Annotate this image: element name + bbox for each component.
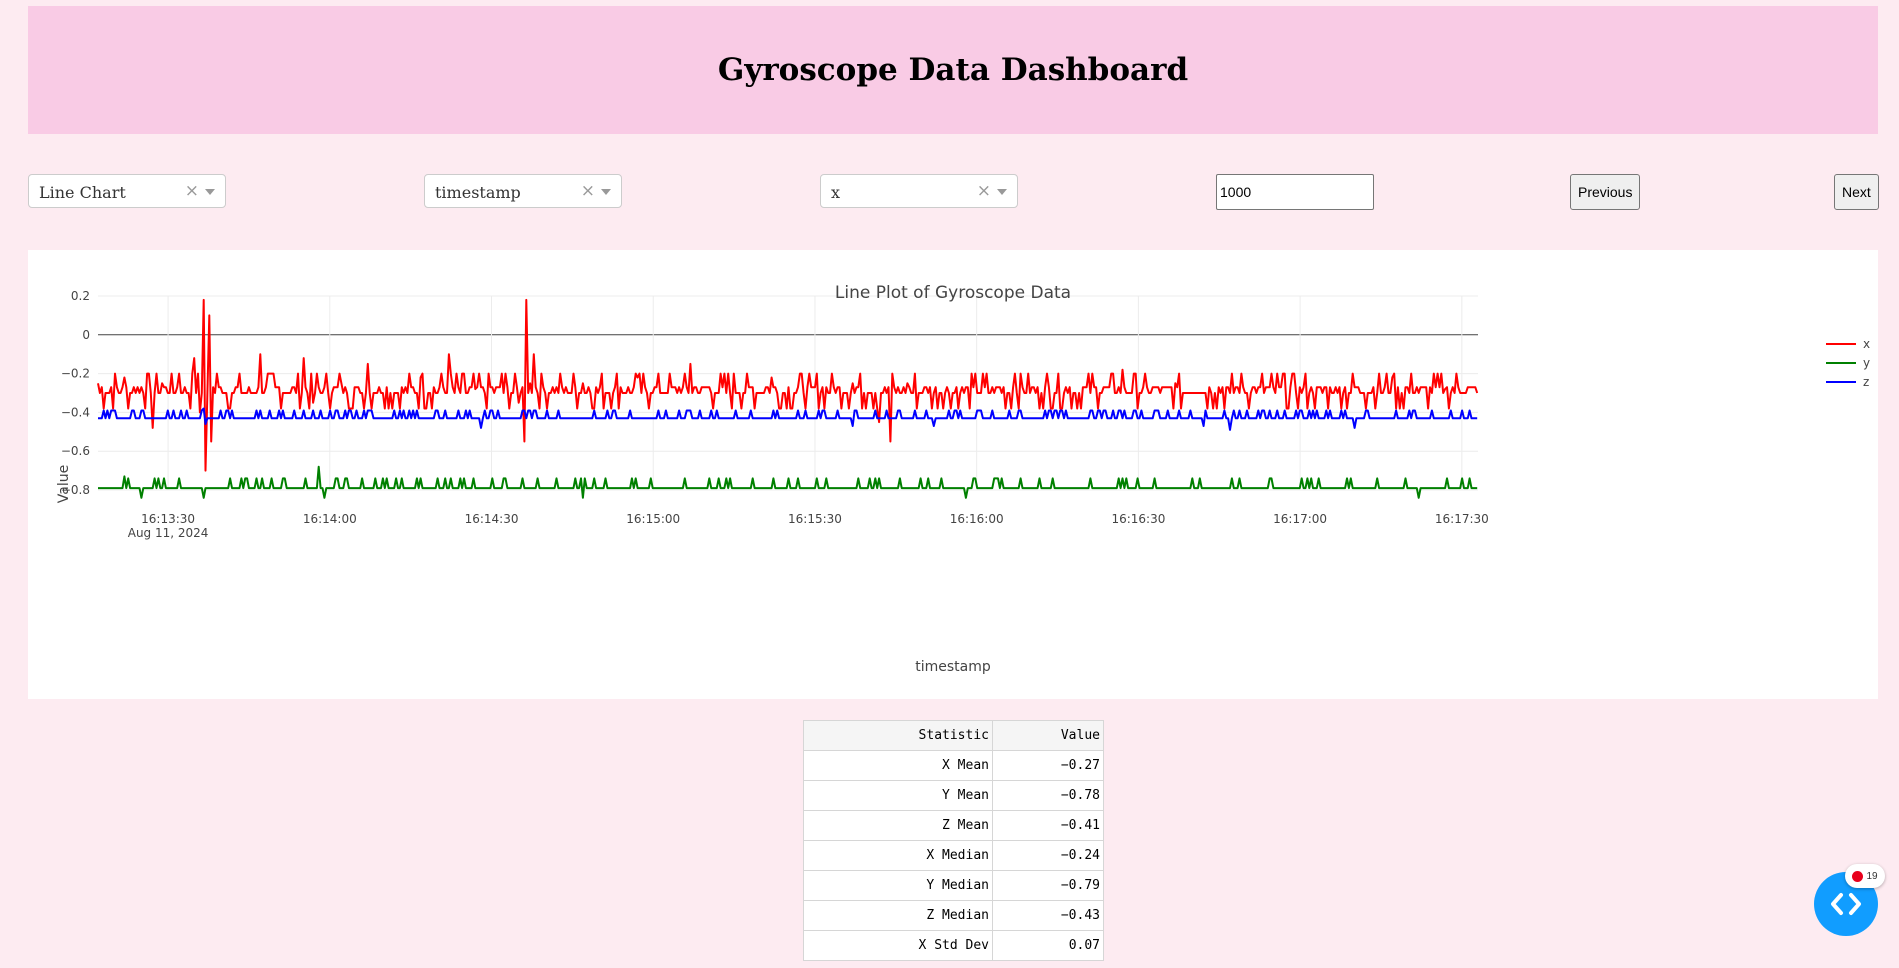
x-axis-value: timestamp xyxy=(435,183,521,202)
x-tick-label: 16:14:30 xyxy=(465,512,519,526)
legend-label-z: z xyxy=(1863,375,1869,389)
x-date-label: Aug 11, 2024 xyxy=(128,526,209,540)
chart-panel: 0.2 0 −0.2 −0.4 −0.6 −0.8 16:13:30 Aug 11, 2024… xyxy=(28,250,1878,699)
stat-value: −0.79 xyxy=(992,870,1104,901)
y-axis-value: x xyxy=(831,183,841,202)
table-row: Y Median −0.79 xyxy=(803,870,1104,901)
table-header-row: Statistic Value xyxy=(803,720,1104,751)
stat-value: −0.27 xyxy=(992,750,1104,781)
y-tick-label: −0.4 xyxy=(61,405,90,419)
series-line-x[interactable] xyxy=(97,298,1479,472)
chart-title: Line Plot of Gyroscope Data xyxy=(835,283,1071,303)
x-tick-label: 16:17:30 xyxy=(1435,512,1489,526)
table-row: Z Median −0.43 xyxy=(803,900,1104,931)
header-banner: Gyroscope Data Dashboard xyxy=(28,6,1878,134)
error-dot-icon xyxy=(1852,870,1864,882)
stat-value: −0.41 xyxy=(992,810,1104,841)
legend[interactable]: xyz xyxy=(1826,337,1870,389)
statistics-table: Statistic Value X Mean −0.27 Y Mean −0.78 … xyxy=(803,720,1104,961)
y-tick-label: −0.2 xyxy=(61,367,90,381)
table-row: Y Mean −0.78 xyxy=(803,780,1104,811)
chevron-down-icon[interactable] xyxy=(601,189,611,195)
previous-button[interactable]: Previous xyxy=(1570,174,1641,210)
chevron-down-icon[interactable] xyxy=(205,189,215,195)
y-tick-label: −0.8 xyxy=(61,483,90,497)
column-header: Value xyxy=(992,720,1104,751)
clear-icon[interactable]: × xyxy=(580,181,595,201)
stat-name: Z Median xyxy=(803,900,993,931)
stat-value: −0.43 xyxy=(992,900,1104,931)
table-row: X Std Dev 0.07 xyxy=(803,930,1104,961)
stat-value: −0.78 xyxy=(992,780,1104,811)
stat-name: Z Mean xyxy=(803,810,993,841)
rows-input[interactable] xyxy=(1216,174,1374,210)
x-tick-label: 16:15:30 xyxy=(788,512,842,526)
clear-icon[interactable]: × xyxy=(976,181,991,201)
y-axis-dropdown[interactable]: x × xyxy=(820,174,1018,208)
y-tick-label: 0.2 xyxy=(71,289,90,303)
x-tick-label: 16:17:00 xyxy=(1273,512,1327,526)
error-count: 19 xyxy=(1866,870,1878,882)
code-chevrons-icon xyxy=(1831,893,1861,915)
x-axis-dropdown[interactable]: timestamp × xyxy=(424,174,622,208)
y-tick-label: −0.6 xyxy=(61,444,90,458)
chevron-down-icon[interactable] xyxy=(997,189,1007,195)
page: Gyroscope Data Dashboard Line Chart × ti… xyxy=(8,0,1899,968)
series-line-z[interactable] xyxy=(98,407,1478,431)
series-line-y[interactable] xyxy=(98,465,1478,499)
x-tick-label: 16:15:00 xyxy=(626,512,680,526)
chart-type-value: Line Chart xyxy=(39,183,126,202)
x-tick-label: 16:16:30 xyxy=(1111,512,1165,526)
stat-value: −0.24 xyxy=(992,840,1104,871)
legend-label-y: y xyxy=(1863,356,1870,370)
clear-icon[interactable]: × xyxy=(184,181,199,201)
table-row: X Mean −0.27 xyxy=(803,750,1104,781)
table-row: Z Mean −0.41 xyxy=(803,810,1104,841)
y-tick-label: 0 xyxy=(82,328,90,342)
x-tick-label: 16:16:00 xyxy=(950,512,1004,526)
next-button[interactable]: Next xyxy=(1834,174,1879,210)
x-tick-label: 16:14:00 xyxy=(303,512,357,526)
column-header: Statistic xyxy=(803,720,993,751)
stat-value: 0.07 xyxy=(992,930,1104,961)
chart-type-dropdown[interactable]: Line Chart × xyxy=(28,174,226,208)
x-axis-title: timestamp xyxy=(915,659,991,675)
y-axis-title: Value xyxy=(56,465,72,503)
error-count-badge[interactable]: 19 xyxy=(1845,864,1885,888)
legend-label-x: x xyxy=(1863,337,1870,351)
stat-name: Y Mean xyxy=(803,780,993,811)
stat-name: X Median xyxy=(803,840,993,871)
x-tick-label: 16:13:30 xyxy=(141,512,195,526)
stat-name: X Std Dev xyxy=(803,930,993,961)
stat-name: X Mean xyxy=(803,750,993,781)
stat-name: Y Median xyxy=(803,870,993,901)
page-title: Gyroscope Data Dashboard xyxy=(717,52,1189,88)
table-row: X Median −0.24 xyxy=(803,840,1104,871)
